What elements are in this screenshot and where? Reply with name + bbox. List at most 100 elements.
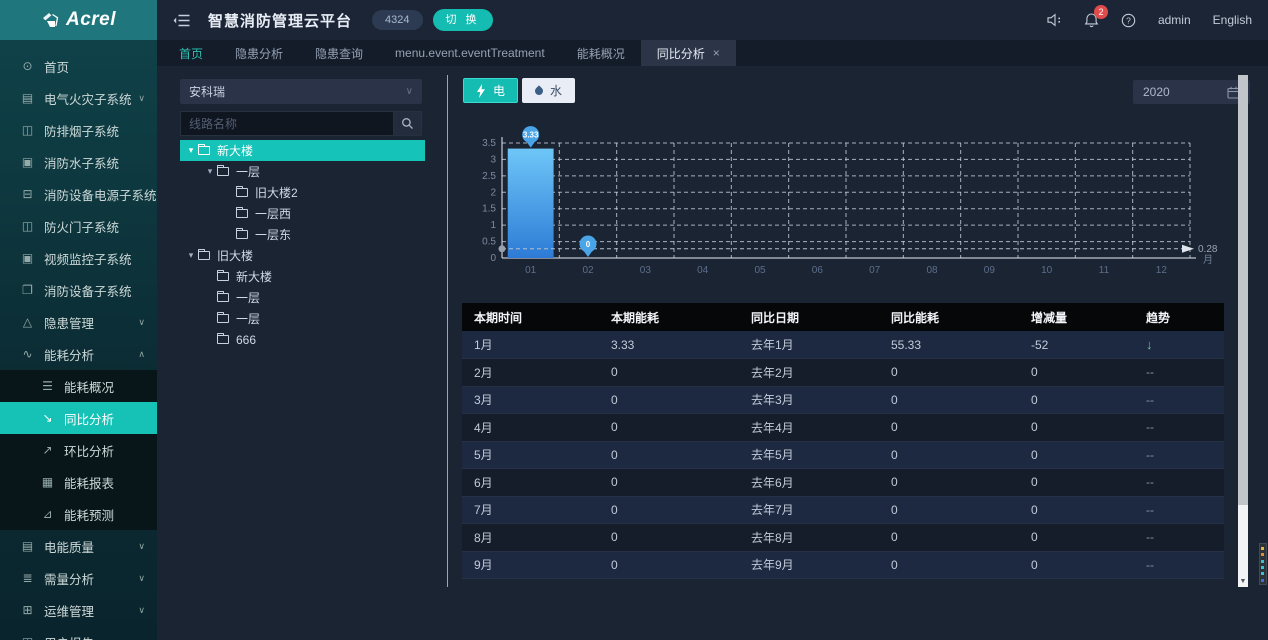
tab-menu.event.eventTreatment[interactable]: menu.event.eventTreatment <box>379 40 561 66</box>
sidebar-item-电能质量[interactable]: ▤电能质量∨ <box>0 530 157 562</box>
sidebar-item-能耗预测[interactable]: ⊿能耗预测 <box>0 498 157 530</box>
language-switcher[interactable]: English <box>1213 13 1252 27</box>
tree-node-旧大楼[interactable]: ▾ 旧大楼 <box>180 245 425 266</box>
mom-analysis-icon: ↗ <box>40 443 55 457</box>
tree-node-label: 新大楼 <box>217 142 253 159</box>
trend-flat-text: -- <box>1146 530 1154 544</box>
switch-project-button[interactable]: 切 换 <box>433 9 493 31</box>
brand-logo-text: Acrel <box>66 9 116 31</box>
sidebar-item-label: 能耗预测 <box>64 505 114 524</box>
sidebar-item-防火门子系统[interactable]: ◫防火门子系统 <box>0 210 157 242</box>
panel-scrollbar[interactable]: ▼ <box>1238 75 1248 587</box>
sidebar-item-环比分析[interactable]: ↗ 环比分析 <box>0 434 157 466</box>
sidebar-item-消防水子系统[interactable]: ▣消防水子系统 <box>0 146 157 178</box>
svg-text:04: 04 <box>697 265 709 276</box>
column-header-本期时间: 本期时间 <box>462 303 599 331</box>
project-select[interactable]: 安科瑞 ∨ <box>180 79 422 104</box>
electric-tab-button[interactable]: 电 <box>463 78 518 103</box>
sidebar-item-能耗报表[interactable]: ▦能耗报表 <box>0 466 157 498</box>
table-cell: 4月 <box>462 414 599 442</box>
folder-closed-icon <box>217 335 229 344</box>
svg-text:月: 月 <box>1203 254 1213 266</box>
tab-同比分析[interactable]: 同比分析× <box>641 40 736 66</box>
sidebar-item-能耗概况[interactable]: ☰能耗概况 <box>0 370 157 402</box>
sidebar-item-隐患管理[interactable]: △隐患管理∨ <box>0 306 157 338</box>
caret-down-icon[interactable]: ▾ <box>203 166 217 177</box>
tree-node-一层[interactable]: 一层 <box>180 308 425 329</box>
sidebar-item-需量分析[interactable]: ≣需量分析∨ <box>0 562 157 594</box>
caret-down-icon[interactable]: ▾ <box>184 145 198 156</box>
table-row: 2月0去年2月00-- <box>462 359 1224 387</box>
comparison-table: 本期时间本期能耗同比日期同比能耗增减量趋势 1月3.33去年1月55.33-52… <box>462 303 1224 579</box>
trend-flat-text: -- <box>1146 558 1154 572</box>
line-tree: ▾新大楼▾一层旧大楼2一层西一层东▾旧大楼新大楼一层一层666 <box>180 140 425 350</box>
svg-text:12: 12 <box>1156 265 1168 276</box>
sidebar-item-label: 防火门子系统 <box>44 217 119 236</box>
svg-text:2: 2 <box>490 187 496 198</box>
tree-node-一层西[interactable]: 一层西 <box>180 203 425 224</box>
tab-隐患查询[interactable]: 隐患查询 <box>299 40 379 66</box>
water-tab-button[interactable]: 水 <box>522 78 575 103</box>
sidebar-item-label: 视频监控子系统 <box>44 249 132 268</box>
scrollbar-thumb[interactable] <box>1238 75 1248 505</box>
tree-node-label: 一层西 <box>255 205 291 222</box>
sidebar-item-能耗分析[interactable]: ∿能耗分析∧ <box>0 338 157 370</box>
help-icon[interactable]: ? <box>1121 13 1136 28</box>
table-cell: 8月 <box>462 524 599 552</box>
table-row: 9月0去年9月00-- <box>462 551 1224 579</box>
tree-node-新大楼[interactable]: 新大楼 <box>180 266 425 287</box>
year-picker[interactable]: 2020 <box>1133 80 1250 104</box>
tree-node-新大楼[interactable]: ▾ 新大楼 <box>180 140 425 161</box>
collapse-menu-icon[interactable] <box>173 14 190 27</box>
username[interactable]: admin <box>1158 13 1191 27</box>
scrollbar-down-arrow[interactable]: ▼ <box>1238 577 1248 586</box>
line-search-input[interactable] <box>181 112 393 135</box>
sidebar-item-label: 消防设备子系统 <box>44 281 132 300</box>
tree-node-一层东[interactable]: 一层东 <box>180 224 425 245</box>
table-cell: 0 <box>879 469 1019 497</box>
minimap-dot <box>1261 547 1264 550</box>
table-cell: 2月 <box>462 359 599 387</box>
sidebar-item-label: 需量分析 <box>44 569 94 588</box>
table-cell: 0 <box>1019 524 1134 552</box>
sidebar-item-label: 消防设备电源子系统 <box>44 185 157 204</box>
sidebar-item-视频监控子系统[interactable]: ▣视频监控子系统 <box>0 242 157 274</box>
tab-能耗概况[interactable]: 能耗概况 <box>561 40 641 66</box>
table-row: 7月0去年7月00-- <box>462 496 1224 524</box>
tab-隐患分析[interactable]: 隐患分析 <box>219 40 299 66</box>
column-header-趋势: 趋势 <box>1134 303 1224 331</box>
sidebar-item-防排烟子系统[interactable]: ◫防排烟子系统 <box>0 114 157 146</box>
sidebar-item-label: 环比分析 <box>64 441 114 460</box>
caret-down-icon[interactable]: ▾ <box>184 250 198 261</box>
tree-node-666[interactable]: 666 <box>180 329 425 350</box>
sidebar-item-首页[interactable]: ⊙首页 <box>0 50 157 82</box>
folder-closed-icon <box>217 293 229 302</box>
tree-node-label: 旧大楼 <box>217 247 253 264</box>
table-cell: 6月 <box>462 469 599 497</box>
header-row: 本期时间本期能耗同比日期同比能耗增减量趋势 <box>462 303 1224 331</box>
table-cell: 7月 <box>462 496 599 524</box>
tree-node-旧大楼2[interactable]: 旧大楼2 <box>180 182 425 203</box>
tree-node-一层[interactable]: 一层 <box>180 287 425 308</box>
sidebar-item-用户报告[interactable]: ◫用户报告 <box>0 626 157 640</box>
svg-text:1.5: 1.5 <box>482 204 496 215</box>
sidebar-item-label: 首页 <box>44 57 69 76</box>
sidebar-item-消防设备电源子系统[interactable]: ⊟消防设备电源子系统 <box>0 178 157 210</box>
trend-flat-text: -- <box>1146 365 1154 379</box>
table-cell: -- <box>1134 551 1224 579</box>
sidebar-item-运维管理[interactable]: ⊞运维管理∨ <box>0 594 157 626</box>
sidebar-item-消防设备子系统[interactable]: ❐消防设备子系统 <box>0 274 157 306</box>
notification-bell-icon[interactable]: 2 <box>1084 12 1099 28</box>
announcement-icon[interactable] <box>1046 13 1062 27</box>
tab-首页[interactable]: 首页 <box>163 40 219 66</box>
sidebar-item-电气火灾子系统[interactable]: ▤电气火灾子系统∨ <box>0 82 157 114</box>
table-cell: 0 <box>599 386 739 414</box>
demand-analysis-icon: ≣ <box>20 571 35 585</box>
table-cell: 9月 <box>462 551 599 579</box>
search-icon[interactable] <box>393 112 421 135</box>
chevron-up-icon: ∧ <box>138 349 145 360</box>
water-tab-label: 水 <box>550 82 562 99</box>
tree-node-一层[interactable]: ▾一层 <box>180 161 425 182</box>
sidebar-item-同比分析[interactable]: ↘同比分析 <box>0 402 157 434</box>
tab-close-icon[interactable]: × <box>713 46 720 60</box>
